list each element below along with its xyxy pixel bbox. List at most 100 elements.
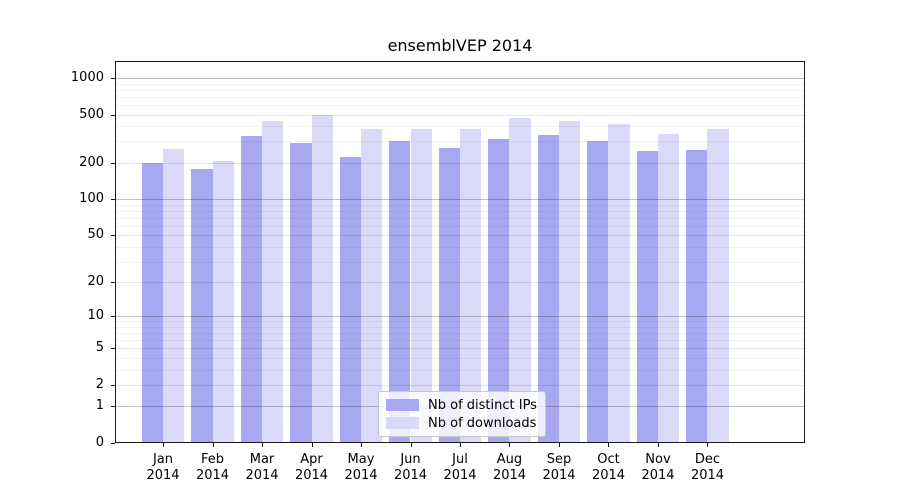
legend-swatch-downloads	[386, 417, 419, 429]
gridline-300	[115, 141, 805, 143]
x-tick-label-sep: Sep 2014	[542, 452, 576, 483]
y-tick-10	[111, 316, 115, 318]
bar-nb-of-downloads-apr	[311, 114, 333, 442]
gridline-2	[115, 384, 805, 386]
plot-area	[115, 61, 805, 443]
legend-label-distinct-ips: Nb of distinct IPs	[428, 397, 537, 413]
gridline-4	[115, 357, 805, 359]
bar-nb-of-distinct-ips-jul	[438, 148, 460, 442]
bar-nb-of-distinct-ips-apr	[290, 142, 312, 442]
x-tick-jul	[460, 443, 461, 447]
legend-item-downloads: Nb of downloads	[386, 416, 545, 431]
x-tick-label-jun: Jun 2014	[393, 452, 428, 483]
gridline-40	[115, 246, 805, 248]
bar-nb-of-distinct-ips-jan	[141, 162, 163, 442]
bar-nb-of-downloads-oct	[608, 123, 630, 442]
x-tick-mar	[262, 443, 263, 447]
gridline-700	[115, 96, 805, 98]
bar-nb-of-downloads-feb	[212, 161, 234, 442]
bar-nb-of-downloads-may	[361, 129, 383, 442]
gridline-1000	[115, 78, 805, 79]
y-tick-label-100: 100	[79, 191, 104, 207]
gridline-20	[115, 282, 805, 284]
bar-nb-of-distinct-ips-mar	[240, 136, 262, 442]
legend-swatch-distinct-ips	[386, 399, 419, 411]
x-tick-apr	[311, 443, 313, 447]
y-tick-label-200: 200	[79, 154, 104, 170]
gridline-200	[115, 162, 805, 164]
y-tick-label-500: 500	[79, 106, 104, 122]
x-tick-label-oct: Oct 2014	[591, 452, 626, 483]
legend-item-distinct-ips: Nb of distinct IPs	[386, 398, 545, 413]
gridline-80	[115, 210, 805, 212]
y-tick-20	[111, 282, 115, 284]
bar-nb-of-downloads-dec	[707, 128, 729, 442]
gridline-800	[115, 89, 805, 91]
x-tick-sep	[558, 443, 560, 447]
gridline-900	[115, 83, 805, 85]
gridline-3	[115, 369, 805, 371]
gridline-7	[115, 333, 805, 335]
gridline-10	[115, 316, 805, 318]
gridline-600	[115, 104, 805, 106]
legend-label-downloads: Nb of downloads	[428, 415, 537, 431]
x-tick-oct	[608, 443, 610, 447]
y-tick-label-50: 50	[87, 227, 104, 243]
x-tick-jun	[410, 443, 412, 447]
bar-nb-of-downloads-aug	[509, 117, 531, 442]
gridline-400	[115, 126, 805, 128]
bar-nb-of-downloads-nov	[657, 134, 680, 442]
x-tick-aug	[509, 443, 511, 447]
bar-nb-of-distinct-ips-may	[339, 157, 361, 442]
x-tick-label-mar: Mar 2014	[245, 452, 279, 483]
y-tick-2	[111, 384, 115, 386]
bar-nb-of-distinct-ips-nov	[636, 151, 658, 442]
y-tick-200	[111, 162, 115, 164]
y-tick-label-1: 1	[95, 398, 104, 414]
y-tick-label-10: 10	[87, 308, 104, 324]
x-tick-label-jul: Jul 2014	[443, 452, 477, 483]
x-tick-label-nov: Nov 2014	[641, 452, 675, 483]
y-tick-1000	[111, 78, 115, 79]
bar-nb-of-downloads-jan	[163, 149, 185, 442]
x-tick-feb	[212, 443, 214, 447]
gridline-90	[115, 204, 805, 206]
y-tick-label-2: 2	[95, 376, 104, 392]
y-tick-label-20: 20	[87, 274, 104, 290]
legend: Nb of distinct IPs Nb of downloads	[378, 391, 546, 437]
bar-nb-of-distinct-ips-aug	[488, 138, 510, 442]
y-tick-500	[111, 114, 115, 116]
gridline-6	[115, 340, 805, 342]
bar-nb-of-distinct-ips-sep	[537, 134, 559, 442]
x-tick-label-aug: Aug 2014	[492, 452, 527, 483]
y-tick-label-1000: 1000	[70, 70, 104, 85]
bar-nb-of-downloads-mar	[262, 120, 284, 442]
gridline-50	[115, 235, 805, 237]
y-tick-1	[111, 406, 115, 408]
x-tick-label-may: May 2014	[344, 452, 378, 483]
gridline-30	[115, 261, 805, 263]
bar-nb-of-distinct-ips-oct	[587, 140, 609, 442]
bar-nb-of-downloads-jul	[460, 129, 482, 442]
gridline-500	[115, 114, 805, 116]
chart-title: ensemblVEP 2014	[387, 36, 533, 55]
y-tick-5	[111, 348, 115, 350]
gridline-70	[115, 217, 805, 219]
bar-nb-of-distinct-ips-feb	[191, 168, 213, 442]
x-tick-nov	[657, 443, 659, 447]
gridline-5	[115, 348, 805, 350]
y-tick-label-0: 0	[95, 435, 104, 450]
x-tick-dec	[707, 443, 709, 447]
gridline-8	[115, 326, 805, 328]
x-tick-label-dec: Dec 2014	[690, 452, 725, 483]
x-tick-may	[361, 443, 362, 447]
gridline-60	[115, 225, 805, 227]
bar-nb-of-downloads-sep	[558, 120, 581, 442]
bar-nb-of-distinct-ips-dec	[686, 150, 708, 442]
x-tick-label-jan: Jan 2014	[146, 452, 180, 483]
gridline-9	[115, 321, 805, 323]
bar-nb-of-distinct-ips-jun	[389, 141, 411, 442]
bar-nb-of-downloads-jun	[410, 129, 432, 442]
y-tick-100	[111, 199, 115, 201]
